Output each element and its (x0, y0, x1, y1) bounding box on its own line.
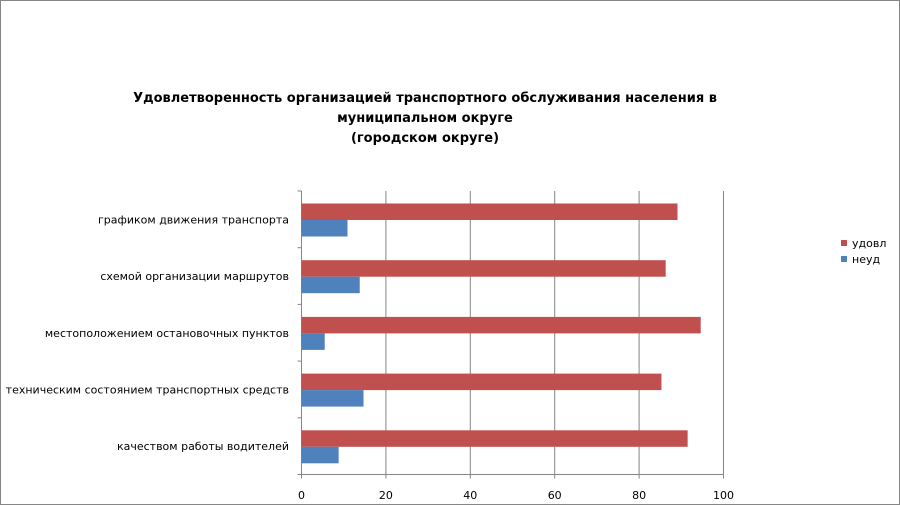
legend-label: неуд (852, 253, 880, 266)
bar-neud (301, 276, 360, 294)
x-tick-label: 60 (548, 489, 562, 502)
x-tick-label: 80 (632, 489, 646, 502)
chart-title-line-1: Удовлетворенность организацией транспорт… (133, 91, 717, 126)
bar-udovl (301, 203, 678, 220)
bar-neud (301, 333, 325, 350)
x-tick-label: 40 (463, 489, 477, 502)
chart-title: Удовлетворенность организацией транспорт… (80, 89, 770, 149)
x-tick-label: 100 (713, 489, 734, 502)
chart-title-line-2: (городском округе) (350, 131, 500, 146)
bar-udovl (301, 260, 666, 277)
legend-swatch (841, 240, 847, 246)
x-tick-label: 0 (298, 489, 305, 502)
category-label: качеством работы водителей (117, 440, 289, 453)
legend-label: удовл (852, 237, 886, 250)
bar-neud (301, 446, 339, 464)
x-tick-label: 20 (379, 489, 393, 502)
category-label: графиком движения транспорта (98, 213, 289, 226)
bar-udovl (301, 373, 662, 391)
bar-neud (301, 220, 348, 237)
bar-udovl (301, 430, 688, 447)
bar-neud (301, 390, 364, 407)
category-label: техническим состоянием транспортных сред… (6, 383, 289, 396)
bar-udovl (301, 316, 701, 334)
category-label: местоположением остановочных пунктов (45, 327, 289, 340)
legend-swatch (841, 256, 847, 262)
category-label: схемой организации маршрутов (100, 270, 289, 283)
